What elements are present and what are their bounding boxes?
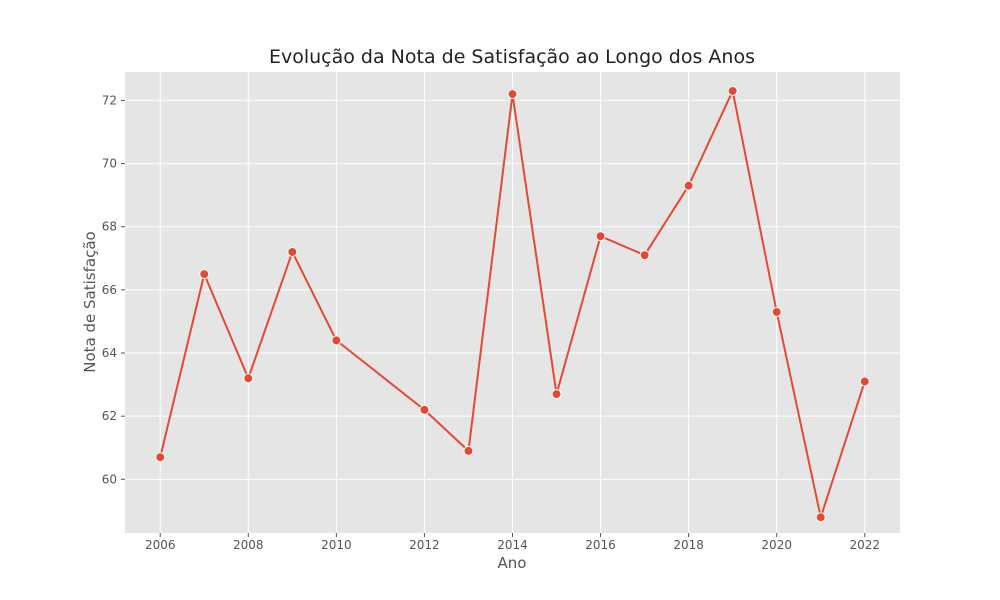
data-point[interactable] [639, 250, 650, 261]
x-tick-label: 2008 [233, 538, 264, 552]
x-tick-label: 2016 [585, 538, 616, 552]
data-point[interactable] [771, 306, 782, 317]
y-tick-label: 70 [102, 157, 117, 171]
chart-title: Evolução da Nota de Satisfação ao Longo … [269, 46, 755, 68]
y-tick-label: 60 [102, 472, 117, 486]
y-axis-title: Nota de Satisfação [81, 231, 99, 372]
y-tick-label: 68 [102, 220, 117, 234]
x-axis-title: Ano [498, 554, 527, 572]
y-tick-label: 62 [102, 409, 117, 423]
x-tick-labels: 2006 2008 2010 2012 2014 2016 2018 2020 2022 [145, 533, 880, 552]
data-point[interactable] [551, 389, 562, 400]
x-tick-label: 2020 [761, 538, 792, 552]
data-point[interactable] [595, 231, 606, 242]
data-point[interactable] [155, 452, 166, 463]
data-point[interactable] [683, 180, 694, 191]
x-tick-label: 2006 [145, 538, 176, 552]
y-tick-label: 66 [102, 283, 117, 297]
grid-lines [125, 72, 900, 533]
x-tick-label: 2012 [409, 538, 440, 552]
series-line [159, 89, 866, 519]
data-point[interactable] [815, 512, 826, 523]
x-tick-label: 2010 [321, 538, 352, 552]
data-point[interactable] [859, 376, 870, 387]
data-point[interactable] [727, 85, 738, 96]
data-point[interactable] [199, 269, 210, 280]
y-tick-label: 64 [102, 346, 117, 360]
data-point[interactable] [507, 89, 518, 100]
y-tick-label: 72 [102, 93, 117, 107]
data-point[interactable] [243, 373, 254, 384]
data-point[interactable] [419, 404, 430, 415]
x-tick-label: 2018 [673, 538, 704, 552]
y-tick-labels: 60 62 64 66 68 70 72 [102, 93, 125, 486]
series-layer [155, 85, 870, 523]
x-tick-label: 2014 [497, 538, 528, 552]
data-point[interactable] [463, 445, 474, 456]
data-point[interactable] [287, 246, 298, 257]
data-point[interactable] [331, 335, 342, 346]
x-tick-label: 2022 [849, 538, 880, 552]
